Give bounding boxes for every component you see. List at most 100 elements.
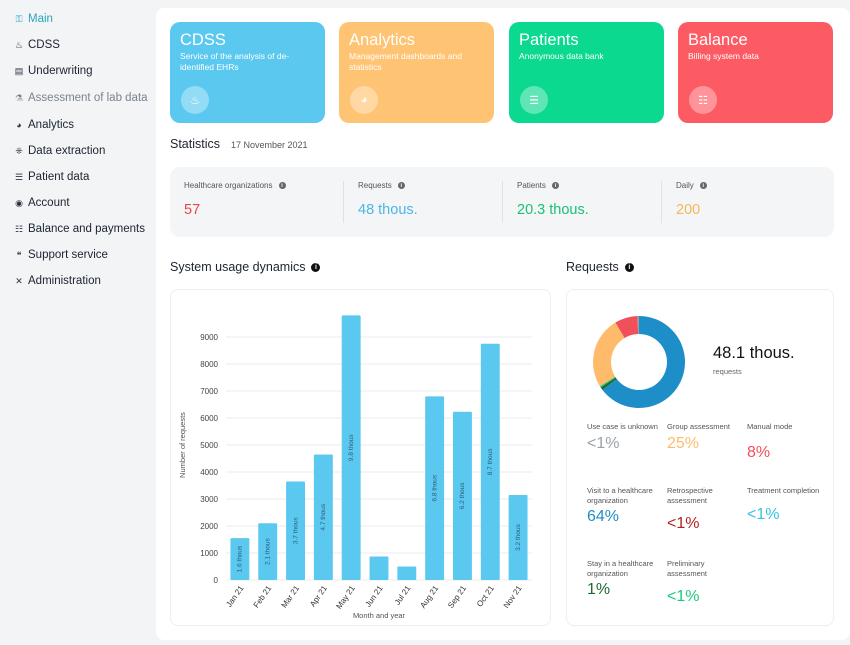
info-icon[interactable]: i — [624, 262, 634, 272]
sidebar-item-label: Assessment of lab data — [28, 92, 148, 104]
statistics-date: 17 November 2021 — [231, 140, 308, 150]
sidebar-item-data-extraction[interactable]: ⁜ Data extraction — [14, 145, 105, 157]
stat-value: 57 — [184, 202, 201, 218]
info-icon[interactable]: i — [311, 262, 321, 272]
info-icon[interactable]: i — [699, 182, 707, 189]
card-title: Balance — [688, 31, 748, 49]
legend-label: Use case is unknown — [587, 422, 658, 431]
x-tick-label: May 21 — [334, 584, 357, 611]
divider — [661, 181, 662, 223]
legend-label: Preliminary assessment — [667, 559, 708, 578]
bar-data-label: 9.8 thous — [348, 434, 355, 461]
bar[interactable] — [258, 523, 278, 580]
sidebar-item-support-service[interactable]: ❝ Support service — [14, 249, 108, 261]
bar[interactable] — [369, 556, 389, 580]
bar-data-label: 6.8 thous — [431, 474, 438, 501]
sidebar-item-balance-and-payments[interactable]: ☷ Balance and payments — [14, 223, 145, 235]
info-icon[interactable]: i — [278, 182, 286, 189]
legend-value: 64% — [587, 508, 620, 525]
legend-value: <1% — [587, 434, 620, 452]
card-cdss[interactable]: CDSS Service of the analysis of de-ident… — [170, 22, 325, 123]
sidebar-item-cdss[interactable]: ♨ CDSS — [14, 39, 60, 51]
legend-visit-to-healthcare-organization: Visit to a healthcare organization 64% — [587, 486, 662, 526]
info-icon[interactable]: i — [397, 182, 405, 189]
bar-data-label: 2.1 thous — [264, 538, 271, 565]
sidebar-item-account[interactable]: ◉ Account — [14, 197, 70, 209]
legend-value: <1% — [667, 515, 700, 532]
y-axis-label: Number of requests — [178, 412, 187, 478]
bar[interactable] — [286, 481, 306, 580]
card-analytics[interactable]: Analytics Management dashboards and stat… — [339, 22, 494, 123]
card-subtitle: Service of the analysis of de-identified… — [180, 51, 290, 72]
x-tick-label: Aug 21 — [418, 584, 440, 610]
bar[interactable] — [480, 343, 500, 580]
bar[interactable] — [508, 494, 528, 580]
main-panel: CDSS Service of the analysis of de-ident… — [156, 8, 850, 640]
card-subtitle: Anonymous data bank — [519, 51, 604, 61]
legend-use-case-unknown: Use case is unknown <1% — [587, 422, 662, 453]
bar[interactable] — [341, 315, 361, 580]
donut-slice[interactable] — [600, 377, 617, 390]
user-icon: ◉ — [15, 197, 23, 208]
donut-slice[interactable] — [637, 316, 639, 335]
stat-label: Daily — [676, 181, 694, 190]
bar[interactable] — [425, 396, 445, 580]
pie-chart-icon: ◕ — [350, 86, 378, 114]
card-patients[interactable]: Patients Anonymous data bank ☰ — [509, 22, 664, 123]
legend-value: 8% — [747, 443, 771, 461]
legend-stay-in-healthcare-organization: Stay in a healthcare organization 1% — [587, 559, 662, 599]
donut-slice[interactable] — [593, 322, 625, 387]
donut-slice[interactable] — [602, 316, 685, 408]
sidebar-item-label: Support service — [28, 249, 108, 261]
sidebar-item-label: Patient data — [28, 171, 90, 183]
sidebar-item-label: Analytics — [28, 119, 75, 131]
requests-title: Requests — [566, 260, 619, 274]
donut-slice[interactable] — [599, 376, 616, 388]
stat-patients: Patients i 20.3 thous. — [503, 167, 589, 237]
chat-icon: ❝ — [16, 249, 22, 260]
x-tick-label: Apr 21 — [308, 584, 329, 609]
sidebar-item-main[interactable]: ⚿ Main — [14, 13, 53, 25]
legend-group-assessment: Group assessment 25% — [667, 422, 742, 453]
x-tick-label: Jul 21 — [393, 584, 413, 607]
bar[interactable] — [452, 411, 472, 580]
requests-total-label: requests — [713, 367, 742, 376]
network-icon: ⁜ — [15, 145, 23, 156]
usage-title: System usage dynamics — [170, 260, 306, 274]
x-axis-label: Month and year — [353, 611, 406, 620]
sidebar-item-underwriting[interactable]: ▤ Underwriting — [14, 65, 93, 77]
bar-data-label: 3.7 thous — [292, 517, 299, 544]
legend-label: Retrospective assessment — [667, 486, 713, 505]
stat-value: 200 — [676, 202, 701, 218]
stat-healthcare-organizations: Healthcare organizations i 57 — [170, 167, 286, 237]
divider — [502, 181, 503, 223]
card-balance[interactable]: Balance Billing system data ☷ — [678, 22, 833, 123]
card-subtitle: Billing system data — [688, 51, 759, 61]
requests-card: 48.1 thous. requests Use case is unknown… — [566, 289, 834, 626]
legend-value: 25% — [667, 434, 700, 452]
bar[interactable] — [313, 454, 333, 580]
bar[interactable] — [230, 538, 250, 580]
x-tick-label: Mar 21 — [280, 584, 302, 610]
bar-data-label: 3.2 thous — [515, 523, 522, 550]
sidebar-item-administration[interactable]: ✕ Administration — [14, 275, 101, 287]
usage-section-title: System usage dynamics i — [170, 260, 321, 274]
donut-slice[interactable] — [615, 316, 639, 338]
legend-label: Stay in a healthcare organization — [587, 559, 654, 578]
sidebar-item-assessment-of-lab-data[interactable]: ⚗ Assessment of lab data — [14, 92, 148, 104]
sidebar-item-patient-data[interactable]: ☰ Patient data — [14, 171, 89, 183]
y-tick-label: 5000 — [200, 441, 218, 450]
bar-data-label: 8.7 thous — [487, 448, 494, 475]
database-icon: ☰ — [520, 86, 548, 114]
info-icon[interactable]: i — [551, 182, 559, 189]
bar[interactable] — [397, 566, 417, 581]
sidebar-item-analytics[interactable]: ◕ Analytics — [14, 119, 74, 131]
legend-retrospective-assessment: Retrospective assessment <1% — [667, 486, 742, 533]
stat-value: 48 thous. — [358, 202, 418, 218]
flask-icon: ⚗ — [14, 92, 24, 103]
legend-label: Visit to a healthcare organization — [587, 486, 653, 505]
pie-chart-icon: ◕ — [16, 120, 22, 130]
sidebar-item-label: Underwriting — [28, 65, 93, 77]
bar-data-label: 4.7 thous — [320, 503, 327, 530]
coins-icon: ☷ — [14, 223, 24, 234]
